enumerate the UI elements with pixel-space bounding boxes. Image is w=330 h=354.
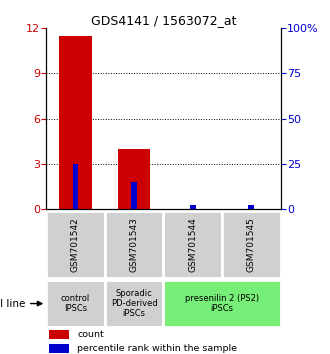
Text: GSM701543: GSM701543: [130, 217, 139, 272]
Bar: [222, 211, 280, 278]
Bar: [73, 164, 79, 209]
Text: control
IPSCs: control IPSCs: [61, 294, 90, 313]
Text: GSM701544: GSM701544: [188, 217, 197, 272]
Text: presenilin 2 (PS2)
iPSCs: presenilin 2 (PS2) iPSCs: [185, 294, 259, 313]
Text: percentile rank within the sample: percentile rank within the sample: [78, 344, 237, 353]
Text: GSM701542: GSM701542: [71, 217, 80, 272]
Text: GSM701545: GSM701545: [247, 217, 256, 272]
Text: count: count: [78, 330, 104, 339]
Bar: [105, 211, 163, 278]
Title: GDS4141 / 1563072_at: GDS4141 / 1563072_at: [91, 14, 236, 27]
Text: cell line: cell line: [0, 298, 42, 309]
Bar: [163, 280, 280, 327]
Bar: [131, 182, 137, 209]
Bar: [59, 36, 92, 209]
Bar: [49, 330, 69, 339]
Bar: [49, 344, 69, 353]
Bar: [46, 280, 105, 327]
Bar: [190, 205, 196, 209]
Bar: [248, 205, 254, 209]
Bar: [163, 211, 222, 278]
Bar: [105, 280, 163, 327]
Text: Sporadic
PD-derived
iPSCs: Sporadic PD-derived iPSCs: [111, 289, 157, 319]
Bar: [46, 211, 105, 278]
Bar: [118, 149, 150, 209]
